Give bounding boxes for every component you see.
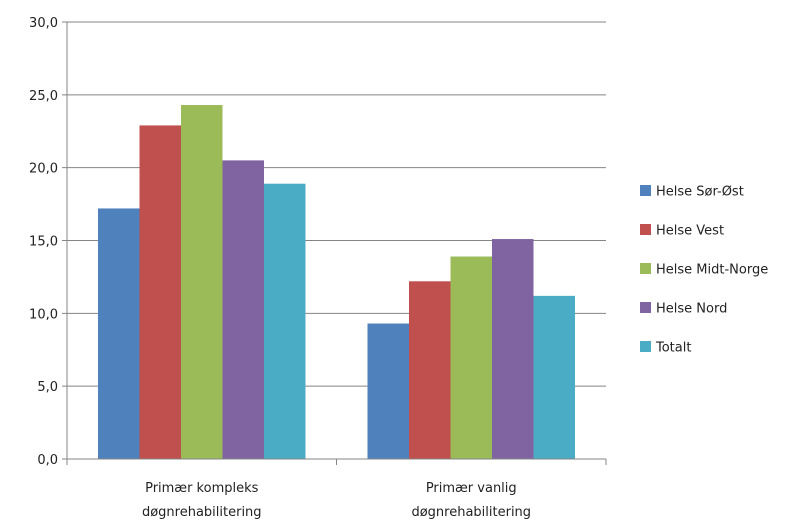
bar — [181, 105, 223, 459]
x-category-label: Primær kompleks døgnrehabilitering — [142, 481, 262, 520]
bars — [98, 105, 575, 459]
legend-label: Totalt — [655, 341, 691, 356]
legend-label: Helse Vest — [656, 224, 724, 239]
bar — [139, 125, 181, 459]
y-tick-label: 5,0 — [37, 380, 58, 395]
legend-label: Helse Midt-Norge — [656, 263, 768, 278]
y-tick-label: 30,0 — [29, 16, 58, 31]
legend: Helse Sør-Øst Helse Vest Helse Midt-Norge H… — [640, 185, 768, 356]
y-tick-label: 25,0 — [29, 89, 58, 104]
axes — [66, 22, 607, 465]
y-tick-label: 20,0 — [29, 162, 58, 177]
legend-swatch — [640, 263, 651, 274]
legend-swatch — [640, 224, 651, 235]
bar — [98, 208, 140, 459]
bar — [492, 239, 534, 459]
legend-swatch — [640, 302, 651, 313]
y-tick-label: 0,0 — [37, 453, 58, 468]
y-axis-ticks: 0,0 5,0 10,0 15,0 20,0 25,0 30,0 — [29, 16, 58, 468]
x-category-label: Primær vanlig døgnrehabilitering — [411, 481, 531, 520]
legend-swatch — [640, 185, 651, 196]
y-tick-label: 15,0 — [29, 235, 58, 250]
bar — [264, 183, 306, 459]
bar — [409, 281, 451, 459]
legend-label: Helse Nord — [656, 302, 727, 317]
bar — [222, 160, 264, 459]
x-axis-categories: Primær kompleks døgnrehabilitering Primær … — [142, 481, 531, 520]
legend-swatch — [640, 341, 651, 352]
legend-label: Helse Sør-Øst — [656, 185, 744, 200]
bar — [367, 323, 409, 459]
bar — [533, 295, 575, 459]
bar — [450, 256, 492, 459]
y-tick-label: 10,0 — [29, 307, 58, 322]
